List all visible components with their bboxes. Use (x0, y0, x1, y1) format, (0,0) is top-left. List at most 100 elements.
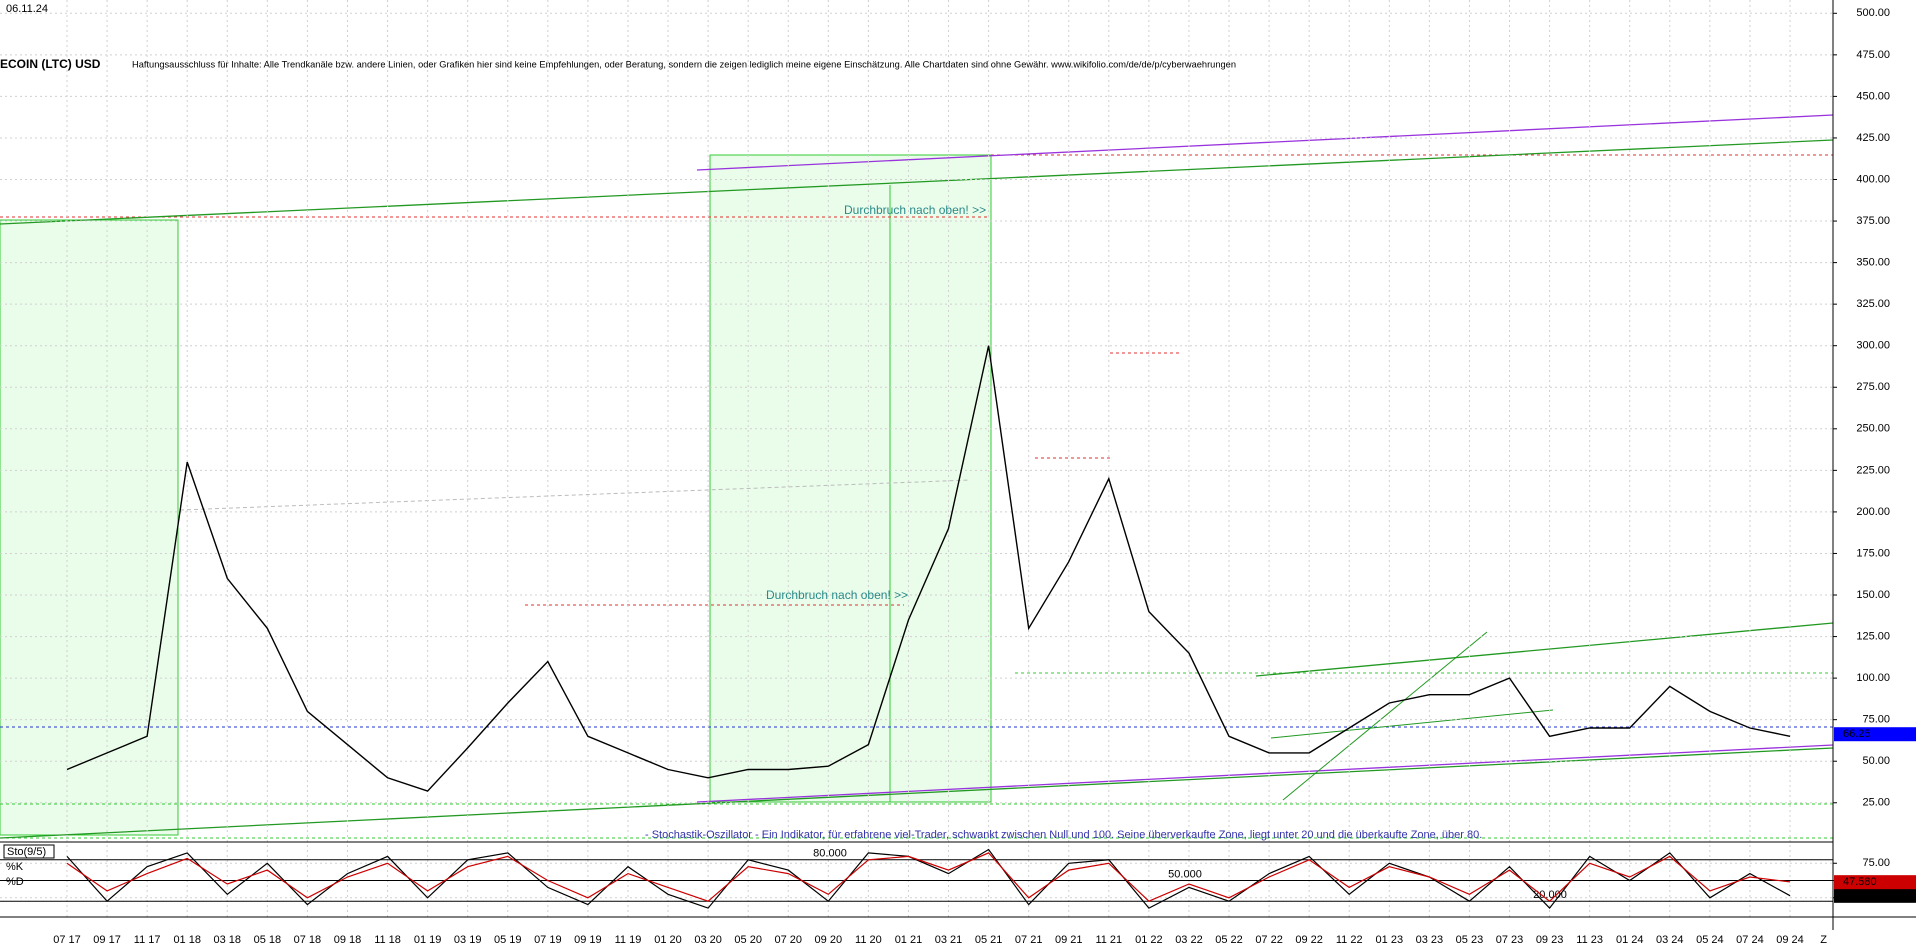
trend-line (696, 744, 1834, 803)
x-tick-label: 01 22 (1135, 934, 1163, 946)
x-tick-label: 07 20 (774, 934, 802, 946)
y-tick-label: 75.00 (1862, 857, 1890, 869)
x-tick-label: 03 21 (935, 934, 963, 946)
x-tick-label: 05 23 (1456, 934, 1484, 946)
x-tick-label: 01 24 (1616, 934, 1644, 946)
x-tick-label: 07 19 (534, 934, 562, 946)
x-tick-label: 03 24 (1656, 934, 1684, 946)
x-tick-label: 03 18 (214, 934, 242, 946)
x-tick-label: 09 23 (1536, 934, 1564, 946)
x-tick-label: 01 23 (1376, 934, 1404, 946)
x-tick-label: 07 17 (53, 934, 81, 946)
y-tick-label: 375.00 (1856, 215, 1890, 227)
x-tick-label: 01 19 (414, 934, 442, 946)
y-tick-label: 225.00 (1856, 464, 1890, 476)
x-tick-label: 07 21 (1015, 934, 1043, 946)
end-label: Z (1820, 934, 1827, 946)
trend-line (1255, 622, 1834, 677)
x-tick-label: 09 18 (334, 934, 362, 946)
x-tick-label: 01 20 (654, 934, 682, 946)
x-tick-label: 05 19 (494, 934, 522, 946)
last-value-label: 66.25 (1843, 728, 1871, 740)
y-tick-label: 25.00 (1862, 797, 1890, 809)
level-label: 80.000 (813, 848, 847, 860)
y-tick-label: 475.00 (1856, 49, 1890, 61)
y-tick-label: 100.00 (1856, 672, 1890, 684)
trend-line (1270, 709, 1554, 739)
last-value-box (1834, 727, 1916, 742)
level-label: 50.000 (1168, 868, 1202, 880)
x-tick-label: 03 23 (1416, 934, 1444, 946)
x-tick-label: 07 23 (1496, 934, 1524, 946)
price-line (66, 852, 1791, 902)
x-tick-label: 07 24 (1736, 934, 1764, 946)
x-tick-label: 05 24 (1696, 934, 1724, 946)
y-tick-label: 125.00 (1856, 630, 1890, 642)
zone-box (0, 219, 179, 836)
x-tick-label: 09 21 (1055, 934, 1083, 946)
trend-drawings (0, 0, 1834, 917)
y-tick-label: 175.00 (1856, 547, 1890, 559)
indicator-title: Sto(9/5) (7, 846, 46, 858)
level-label: 20.000 (1533, 889, 1567, 901)
indicator-note: - Stochastik-Oszillator - Ein Indikator,… (645, 829, 1482, 841)
date-label: 06.11.24 (6, 3, 48, 15)
x-tick-label: 11 22 (1336, 934, 1363, 946)
annotation: Durchbruch nach oben! >> (766, 588, 908, 602)
chart-title: ECOIN (LTC) USD (0, 57, 101, 71)
x-tick-label: 01 18 (173, 934, 201, 946)
y-tick-label: 300.00 (1856, 340, 1890, 352)
annotation: Durchbruch nach oben! >> (844, 203, 986, 217)
trend-line (696, 114, 1834, 171)
zone-box (709, 154, 992, 803)
price-line (66, 848, 1791, 910)
last-value-label: 27.800 (1843, 890, 1877, 902)
x-tick-label: 05 22 (1215, 934, 1243, 946)
trend-line (0, 747, 1834, 839)
last-value-box (1834, 888, 1916, 903)
x-tick-label: 11 19 (615, 934, 642, 946)
last-value-label: 47.580 (1843, 876, 1877, 888)
x-tick-label: 05 18 (254, 934, 282, 946)
legend-label: %D (6, 876, 24, 888)
y-tick-label: 250.00 (1856, 423, 1890, 435)
x-tick-label: 11 21 (1095, 934, 1122, 946)
y-tick-label: 275.00 (1856, 381, 1890, 393)
x-tick-label: 09 24 (1776, 934, 1804, 946)
x-tick-label: 11 20 (855, 934, 882, 946)
x-tick-label: 05 20 (734, 934, 762, 946)
x-tick-label: 07 18 (294, 934, 322, 946)
y-tick-label: 200.00 (1856, 506, 1890, 518)
y-tick-label: 450.00 (1856, 90, 1890, 102)
trend-line (1282, 631, 1488, 801)
x-tick-label: 07 22 (1255, 934, 1283, 946)
x-tick-label: 09 19 (574, 934, 602, 946)
y-tick-label: 500.00 (1856, 7, 1890, 19)
x-tick-label: 03 22 (1175, 934, 1203, 946)
y-tick-label: 425.00 (1856, 132, 1890, 144)
last-value-box (1834, 875, 1916, 890)
x-tick-label: 01 21 (895, 934, 923, 946)
x-tick-label: 09 22 (1295, 934, 1323, 946)
legend-label: %K (6, 861, 24, 873)
x-tick-label: 03 19 (454, 934, 482, 946)
disclaimer: Haftungsausschluss für Inhalte: Alle Tre… (132, 60, 1236, 71)
x-tick-label: 11 18 (374, 934, 401, 946)
x-tick-label: 09 17 (93, 934, 121, 946)
x-tick-label: 11 17 (134, 934, 161, 946)
indicator-box (3, 844, 55, 859)
y-tick-label: 350.00 (1856, 257, 1890, 269)
y-tick-label: 50.00 (1862, 755, 1890, 767)
price-line (66, 345, 1791, 792)
y-tick-label: 150.00 (1856, 589, 1890, 601)
y-tick-label: 400.00 (1856, 173, 1890, 185)
x-tick-label: 05 21 (975, 934, 1003, 946)
y-tick-label: 325.00 (1856, 298, 1890, 310)
x-tick-label: 09 20 (815, 934, 843, 946)
y-tick-label: 75.00 (1862, 714, 1890, 726)
trend-line (0, 139, 1834, 225)
trend-line (179, 479, 971, 511)
x-tick-label: 03 20 (694, 934, 722, 946)
x-tick-label: 11 23 (1576, 934, 1603, 946)
